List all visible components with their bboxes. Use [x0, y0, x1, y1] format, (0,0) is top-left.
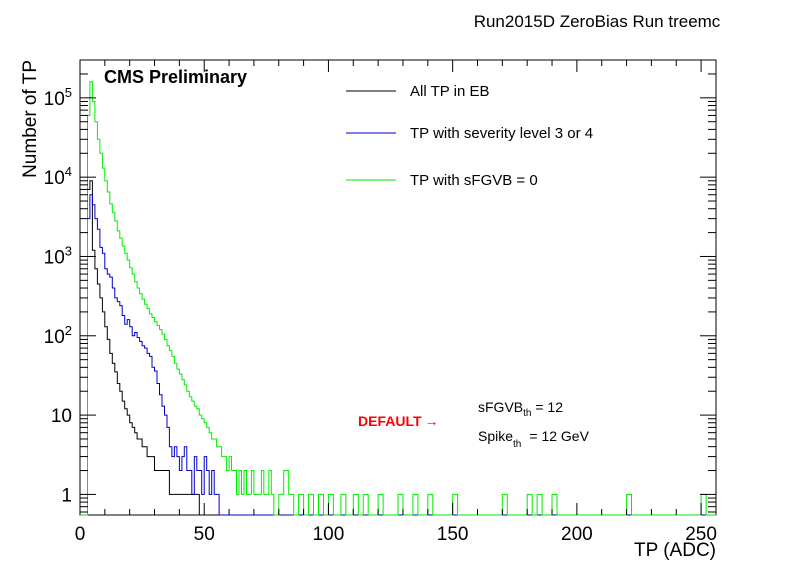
x-tick-label: 100: [313, 524, 345, 545]
default-arrow: →: [425, 413, 439, 429]
x-tick-label: 200: [561, 524, 593, 545]
sfgvb-threshold-label: sFGVBth = 12: [478, 399, 563, 419]
spike-sub: th: [513, 439, 521, 450]
legend-label-severity: TP with severity level 3 or 4: [410, 125, 593, 142]
legend: All TP in EB TP with severity level 3 or…: [346, 83, 593, 189]
y-tick-label: 10: [51, 406, 72, 427]
y-tick-label: 1: [61, 485, 72, 506]
legend-label-all-tp: All TP in EB: [410, 83, 489, 100]
x-tick-label: 0: [75, 524, 86, 545]
default-text: DEFAULT: [358, 413, 422, 429]
sfgvb-sub: th: [523, 408, 531, 419]
sfgvb-value: = 12: [531, 399, 563, 415]
spike-main: Spike: [478, 428, 513, 444]
y-tick-label: 103: [44, 243, 72, 268]
series-line-1: [80, 194, 716, 516]
spike-threshold-label: Spiketh = 12 GeV: [478, 428, 590, 450]
x-tick-label: 50: [194, 524, 215, 545]
default-annotation: DEFAULT →: [358, 413, 439, 429]
x-axis-title: TP (ADC): [634, 540, 716, 561]
x-tick-label: 150: [437, 524, 469, 545]
cms-label: CMS Preliminary: [104, 67, 247, 87]
series-line-2: [80, 81, 716, 516]
y-tick-label: 105: [44, 85, 72, 110]
x-tick-label: 250: [685, 524, 717, 545]
legend-label-sfgvb: TP with sFGVB = 0: [410, 172, 538, 189]
default-label: DEFAULT →: [358, 413, 439, 429]
y-tick-label: 104: [44, 164, 72, 189]
series-layer: [80, 81, 716, 516]
spike-value: = 12 GeV: [529, 428, 589, 444]
chart-title: Run2015D ZeroBias Run treemc: [474, 12, 721, 31]
y-tick-label: 102: [44, 323, 72, 348]
series-line-0: [80, 180, 716, 516]
axes-layer: 0 50 100 150 200 250 1 10 102 103 104 105: [44, 59, 717, 545]
sfgvb-main: sFGVB: [478, 399, 523, 415]
y-axis-title: Number of TP: [20, 60, 41, 178]
